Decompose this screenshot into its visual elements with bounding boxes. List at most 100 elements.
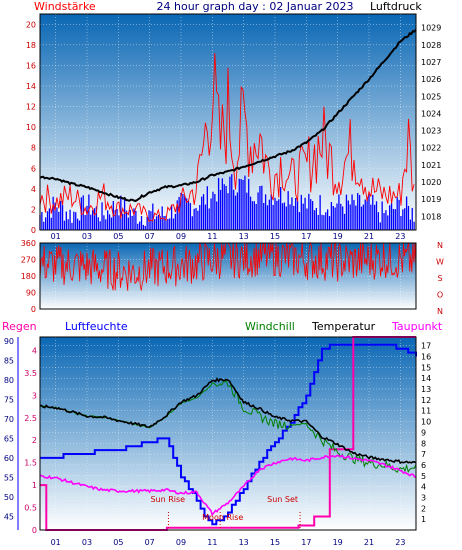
x-tick-label: 11 <box>207 538 217 547</box>
humidity-line <box>40 343 417 526</box>
x-tick-label: 23 <box>395 538 405 547</box>
y-tick-label-right: 17 <box>421 342 431 351</box>
y-tick-label-right: 2 <box>421 504 426 513</box>
x-tick-label: 03 <box>82 538 92 547</box>
x-tick-label: 01 <box>51 232 61 241</box>
y-tick-label-right: 1021 <box>421 161 441 170</box>
y-tick-label-right: 1018 <box>421 212 441 221</box>
humidity-tick-label: 55 <box>4 473 14 482</box>
rain-tick-label: 1.5 <box>24 459 37 468</box>
y-tick-label-right: 10 <box>421 418 431 427</box>
y-tick-label: 180 <box>21 272 36 281</box>
y-tick-label-right: 5 <box>421 472 426 481</box>
direction-label: O <box>437 291 443 300</box>
humidity-tick-label: 45 <box>4 512 14 521</box>
x-tick-label: 21 <box>364 232 374 241</box>
chart-title: 24 hour graph day : 02 Januar 2023 <box>157 0 354 13</box>
rain-label: Regen <box>2 320 37 333</box>
y-tick-label-right: 14 <box>421 374 431 383</box>
y-tick-label-right: 1019 <box>421 195 441 204</box>
rain-tick-label: 2 <box>32 436 37 445</box>
grid <box>40 337 416 530</box>
rain-tick-label: 1 <box>32 481 37 490</box>
rain-tick-label: 0.5 <box>24 504 37 513</box>
x-tick-label: 03 <box>82 232 92 241</box>
x-tick-label: 09 <box>176 232 186 241</box>
y-tick-label-right: 1027 <box>421 58 441 67</box>
y-tick-label: 12 <box>26 103 36 112</box>
x-tick-label: 23 <box>395 232 405 241</box>
y-tick-label: 14 <box>26 82 36 91</box>
direction-label: W <box>436 258 444 267</box>
y-tick-label-right: 1024 <box>421 109 441 118</box>
y-tick-label-right: 6 <box>421 461 426 470</box>
y-tick-label-right: 13 <box>421 385 431 394</box>
y-tick-label: 0 <box>31 305 36 314</box>
x-tick-label: 13 <box>239 232 249 241</box>
y-tick-label-right: 12 <box>421 396 431 405</box>
pressure-line <box>39 28 417 203</box>
rain-tick-label: 4 <box>32 346 37 355</box>
y-tick-label: 20 <box>26 20 36 29</box>
windchill-label: Windchill <box>245 320 295 333</box>
x-tick-label: 19 <box>333 538 343 547</box>
plot-border <box>39 242 417 310</box>
y-tick-label: 2 <box>31 205 36 214</box>
y-tick-label: 270 <box>21 256 36 265</box>
humidity-tick-label: 60 <box>4 454 14 463</box>
wind-speed-label: Windstärke <box>34 0 96 13</box>
humidity-label: Luftfeuchte <box>65 320 128 333</box>
pressure-label: Luftdruck <box>370 0 422 13</box>
x-tick-label: 13 <box>239 538 249 547</box>
dewpoint-line <box>39 454 417 517</box>
direction-label: N <box>437 307 443 316</box>
dewpoint-label: Taupunkt <box>391 320 443 333</box>
plot-border <box>39 13 417 231</box>
rain-tick-label: 3.5 <box>24 369 37 378</box>
y-tick-label-right: 1028 <box>421 41 441 50</box>
y-tick-label-right: 1 <box>421 515 426 524</box>
y-tick-label-right: 4 <box>421 483 426 492</box>
y-tick-label: 18 <box>26 41 36 50</box>
y-tick-label: 6 <box>31 164 36 173</box>
temperature-label: Temperatur <box>311 320 376 333</box>
y-tick-label-right: 15 <box>421 363 431 372</box>
x-tick-label: 07 <box>145 232 155 241</box>
event-label: Sun Rise <box>150 495 185 504</box>
x-tick-label: 05 <box>113 232 123 241</box>
plot-area-direction <box>40 243 416 309</box>
y-tick-label-right: 7 <box>421 450 426 459</box>
y-tick-label-right: 1025 <box>421 92 441 101</box>
y-tick-label-right: 9 <box>421 428 426 437</box>
y-tick-label-right: 1023 <box>421 127 441 136</box>
direction-label: S <box>437 274 442 283</box>
humidity-tick-label: 80 <box>4 376 14 385</box>
x-tick-label: 15 <box>270 538 280 547</box>
rain-tick-label: 3 <box>32 391 37 400</box>
y-tick-label: 4 <box>31 185 36 194</box>
plot-area-temperature <box>40 337 416 530</box>
humidity-tick-label: 70 <box>4 415 14 424</box>
x-tick-label: 11 <box>207 232 217 241</box>
y-tick-label-right: 1026 <box>421 75 441 84</box>
humidity-tick-label: 50 <box>4 493 14 502</box>
y-tick-label-right: 1022 <box>421 144 441 153</box>
y-tick-label: 16 <box>26 61 36 70</box>
x-tick-label: 09 <box>176 538 186 547</box>
direction-label: N <box>437 241 443 250</box>
y-tick-label: 90 <box>26 289 36 298</box>
x-tick-label: 19 <box>333 232 343 241</box>
x-tick-label: 21 <box>364 538 374 547</box>
y-tick-label-right: 1020 <box>421 178 441 187</box>
y-tick-label: 0 <box>31 226 36 235</box>
x-tick-label: 01 <box>51 538 61 547</box>
x-tick-label: 17 <box>301 232 311 241</box>
humidity-tick-label: 65 <box>4 434 14 443</box>
rain-tick-label: 0 <box>32 526 37 535</box>
humidity-tick-label: 85 <box>4 356 14 365</box>
y-tick-label-right: 11 <box>421 407 431 416</box>
temperature-line <box>39 377 417 465</box>
humidity-tick-label: 75 <box>4 395 14 404</box>
y-tick-label: 360 <box>21 239 36 248</box>
